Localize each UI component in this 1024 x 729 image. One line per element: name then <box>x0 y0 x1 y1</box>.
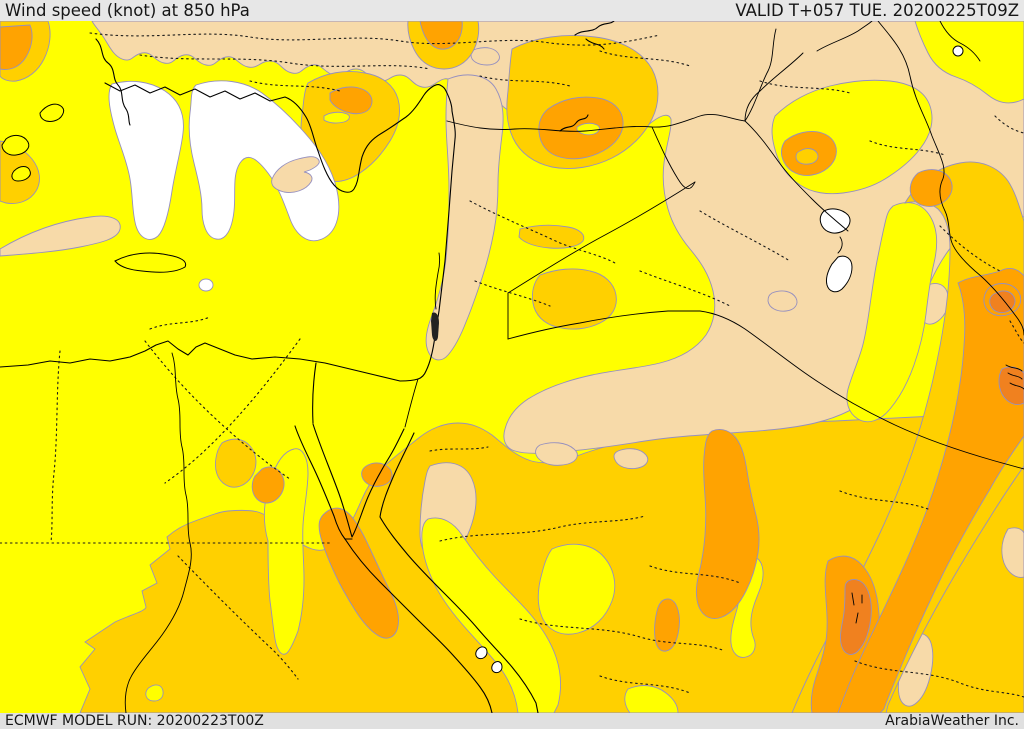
contour-fill-white <box>108 80 340 292</box>
country-borders <box>404 21 1024 624</box>
model-run-label: ECMWF MODEL RUN: 20200223T00Z <box>5 713 264 729</box>
wind-speed-map <box>0 21 1024 713</box>
contour-fill-yellow-patches-south <box>145 448 764 713</box>
credit-label: ArabiaWeather Inc. <box>885 713 1019 729</box>
valid-time-label: VALID T+057 TUE. 20200225T09Z <box>735 1 1019 20</box>
contour-fill-deep-orange <box>840 290 1024 655</box>
contour-eyes <box>323 111 819 165</box>
nile-river <box>124 352 192 713</box>
footer-bar: ECMWF MODEL RUN: 20200223T00Z ArabiaWeat… <box>0 713 1024 729</box>
page-title: Wind speed (knot) at 850 hPa <box>5 1 250 20</box>
admin-boundaries-dotted <box>0 32 1024 698</box>
islands-and-lakes <box>1 45 964 674</box>
header-bar: Wind speed (knot) at 850 hPa VALID T+057… <box>0 0 1024 21</box>
